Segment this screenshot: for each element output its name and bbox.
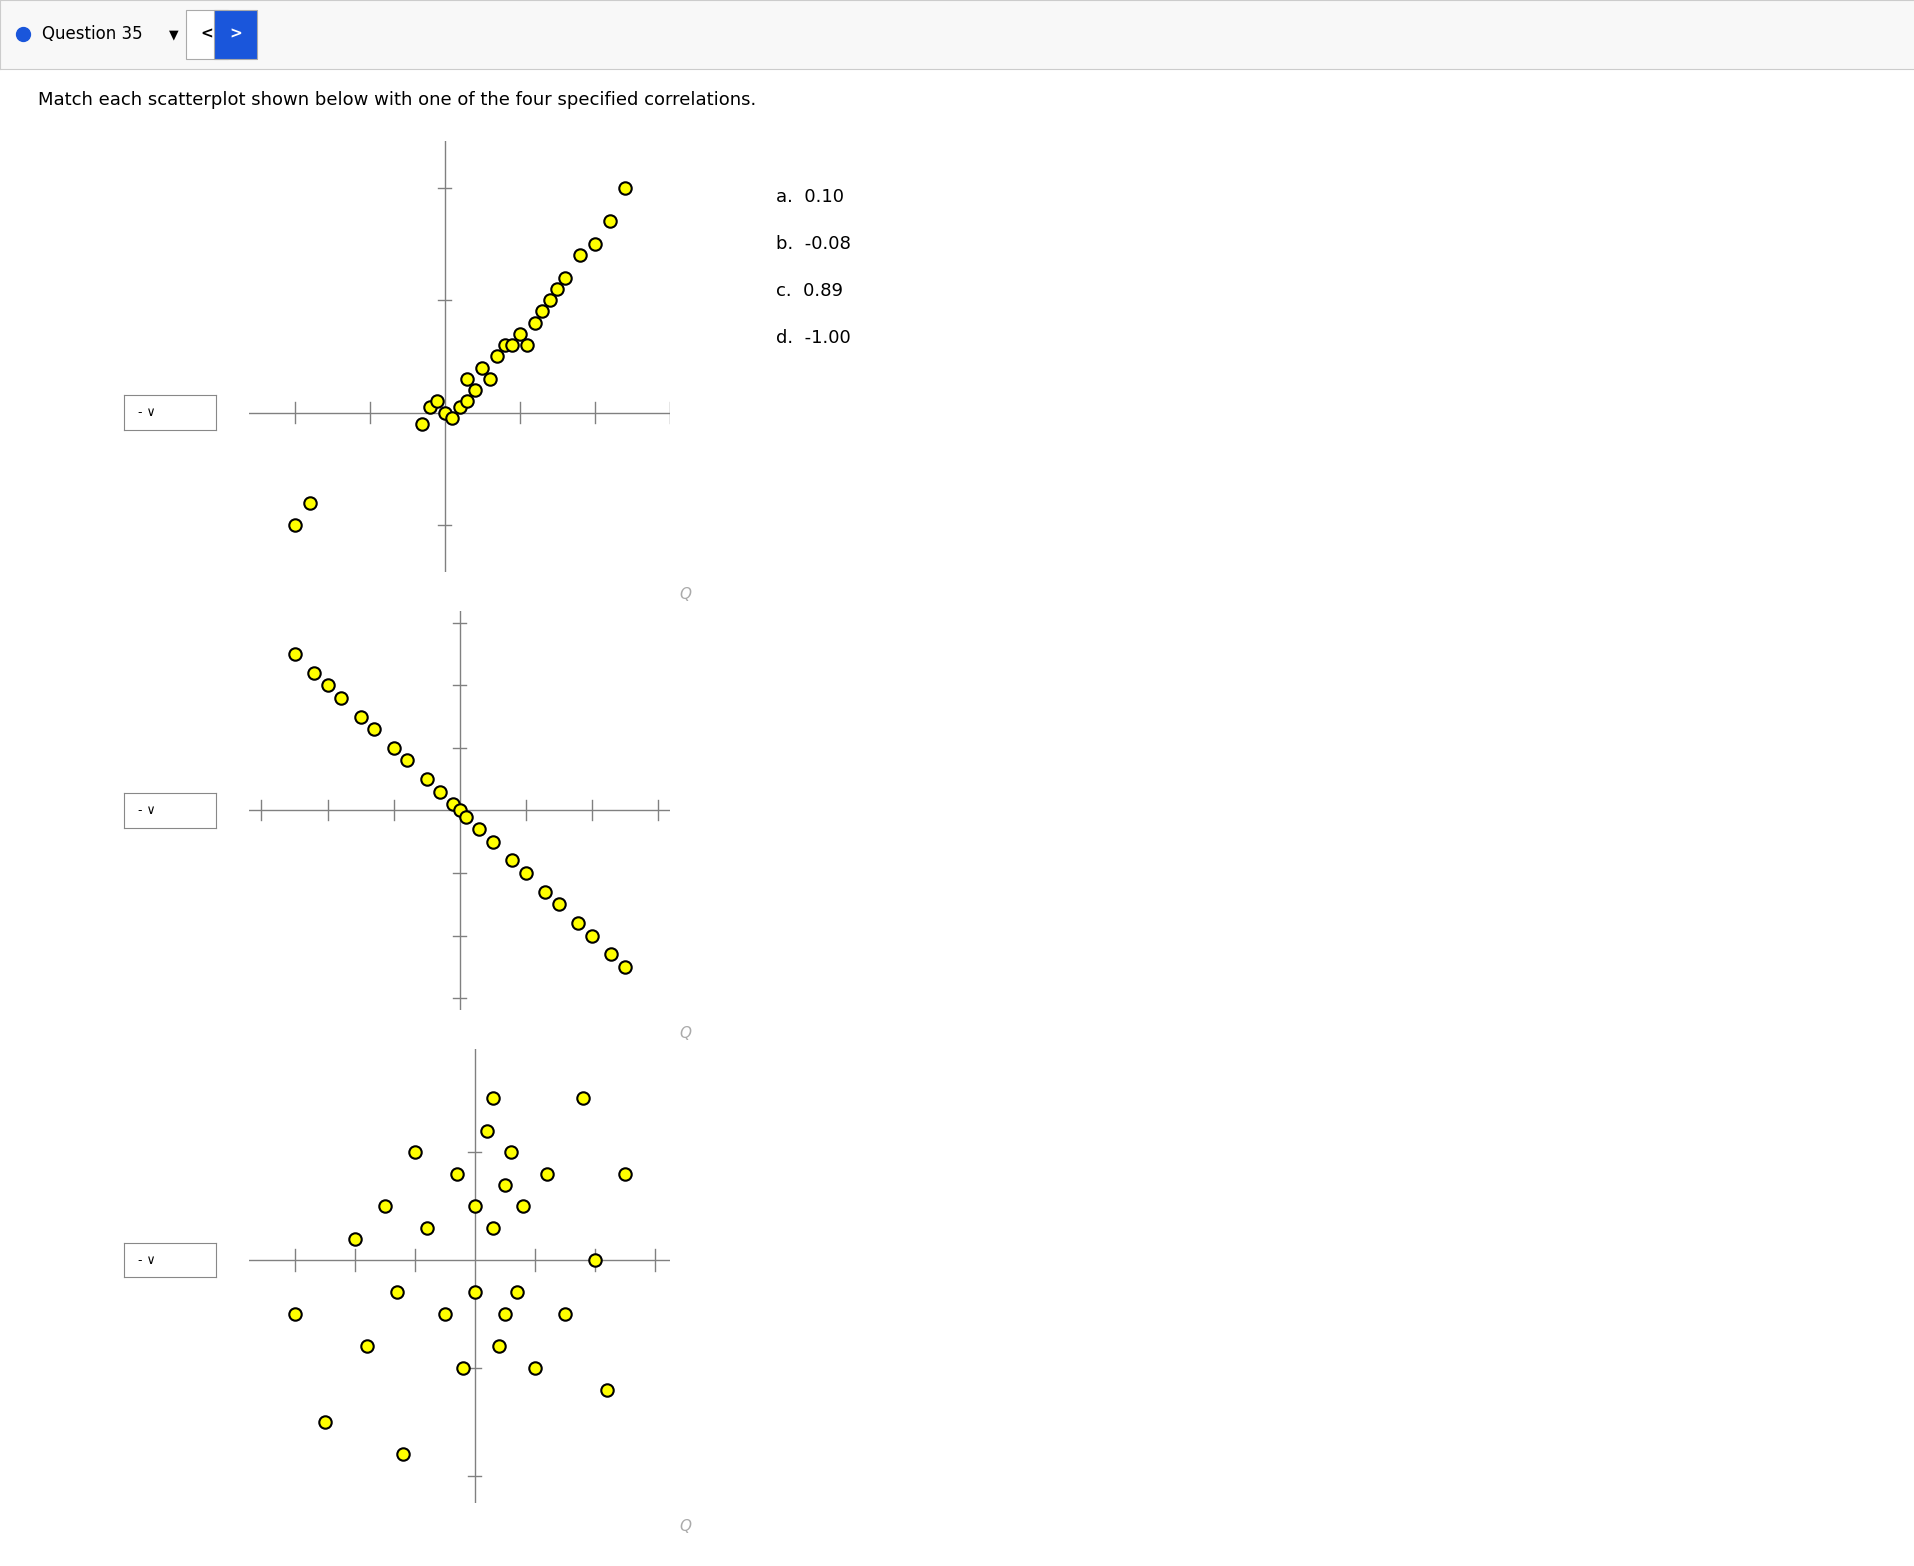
Point xyxy=(490,332,521,357)
Point xyxy=(549,1301,580,1326)
Point xyxy=(459,377,490,402)
Point xyxy=(412,767,442,792)
Text: - ∨: - ∨ xyxy=(138,1254,155,1267)
Point xyxy=(299,661,329,686)
Point xyxy=(563,910,593,935)
Point xyxy=(530,879,561,904)
Point xyxy=(381,1279,412,1304)
Point xyxy=(312,673,343,698)
Point xyxy=(519,310,549,335)
Point xyxy=(507,1193,538,1218)
Point xyxy=(595,941,626,966)
Point xyxy=(345,705,375,730)
Point xyxy=(413,395,444,420)
Point xyxy=(490,1171,521,1196)
Point xyxy=(358,717,389,742)
Text: Q: Q xyxy=(679,1519,691,1535)
Point xyxy=(511,332,542,357)
Point xyxy=(580,232,611,257)
Text: d.  -1.00: d. -1.00 xyxy=(775,329,850,346)
Point xyxy=(498,847,528,872)
Point xyxy=(530,1162,561,1187)
Text: c.  0.89: c. 0.89 xyxy=(775,282,842,299)
Point xyxy=(534,288,565,313)
Point xyxy=(567,1085,597,1110)
Point xyxy=(406,412,436,437)
Point xyxy=(412,1215,442,1240)
Text: - ∨: - ∨ xyxy=(138,803,155,817)
Point xyxy=(593,208,624,233)
Point xyxy=(591,1377,622,1402)
Point xyxy=(448,1356,478,1381)
Text: - ∨: - ∨ xyxy=(138,406,155,420)
Text: Q: Q xyxy=(679,1026,691,1041)
Point xyxy=(609,954,639,979)
Text: a.  0.10: a. 0.10 xyxy=(775,188,844,205)
Point xyxy=(459,1193,490,1218)
Point xyxy=(429,399,459,424)
Point xyxy=(444,395,475,420)
Text: Match each scatterplot shown below with one of the four specified correlations.: Match each scatterplot shown below with … xyxy=(38,91,756,108)
Point xyxy=(452,388,482,413)
Point xyxy=(325,686,356,711)
Point xyxy=(501,1279,532,1304)
Point xyxy=(350,1334,381,1359)
Point xyxy=(438,792,469,817)
Text: ▼: ▼ xyxy=(168,28,178,41)
Point xyxy=(482,1334,513,1359)
Text: b.  -0.08: b. -0.08 xyxy=(775,235,850,252)
Text: <: < xyxy=(201,27,212,42)
Point xyxy=(390,749,421,774)
Point xyxy=(339,1226,369,1251)
Point xyxy=(477,1085,507,1110)
Point xyxy=(609,1162,639,1187)
Point xyxy=(482,345,513,370)
Point xyxy=(379,736,410,761)
Point xyxy=(542,276,572,301)
Point xyxy=(496,1140,526,1165)
Point xyxy=(509,860,540,885)
Point xyxy=(475,366,505,392)
Point xyxy=(544,891,574,916)
Point xyxy=(477,828,507,853)
Point xyxy=(549,265,580,290)
Point xyxy=(421,388,452,413)
Point xyxy=(436,406,467,431)
Point xyxy=(526,299,557,324)
Point xyxy=(503,321,534,346)
Point xyxy=(471,1118,501,1143)
Text: Q: Q xyxy=(679,587,691,603)
Point xyxy=(477,1215,507,1240)
Point xyxy=(308,1409,339,1434)
Text: Question 35: Question 35 xyxy=(42,25,144,44)
Bar xyxy=(214,11,256,58)
Point xyxy=(496,332,526,357)
Point xyxy=(429,1301,459,1326)
Point xyxy=(279,1301,310,1326)
Point xyxy=(369,1193,400,1218)
Point xyxy=(467,355,498,381)
Point xyxy=(519,1356,549,1381)
Point xyxy=(580,1248,611,1273)
Point xyxy=(295,490,325,515)
Bar xyxy=(186,11,228,58)
Point xyxy=(387,1442,417,1467)
Point xyxy=(450,803,480,828)
Point xyxy=(490,1301,521,1326)
Point xyxy=(398,1140,429,1165)
Point xyxy=(425,780,456,805)
Point xyxy=(463,816,494,841)
Point xyxy=(279,642,310,667)
Point xyxy=(459,1279,490,1304)
Point xyxy=(609,175,639,200)
Text: >: > xyxy=(230,27,241,42)
Point xyxy=(279,512,310,537)
Point xyxy=(565,243,595,268)
Point xyxy=(440,1162,471,1187)
Point xyxy=(452,366,482,392)
Point xyxy=(576,922,607,947)
Point xyxy=(444,797,475,824)
